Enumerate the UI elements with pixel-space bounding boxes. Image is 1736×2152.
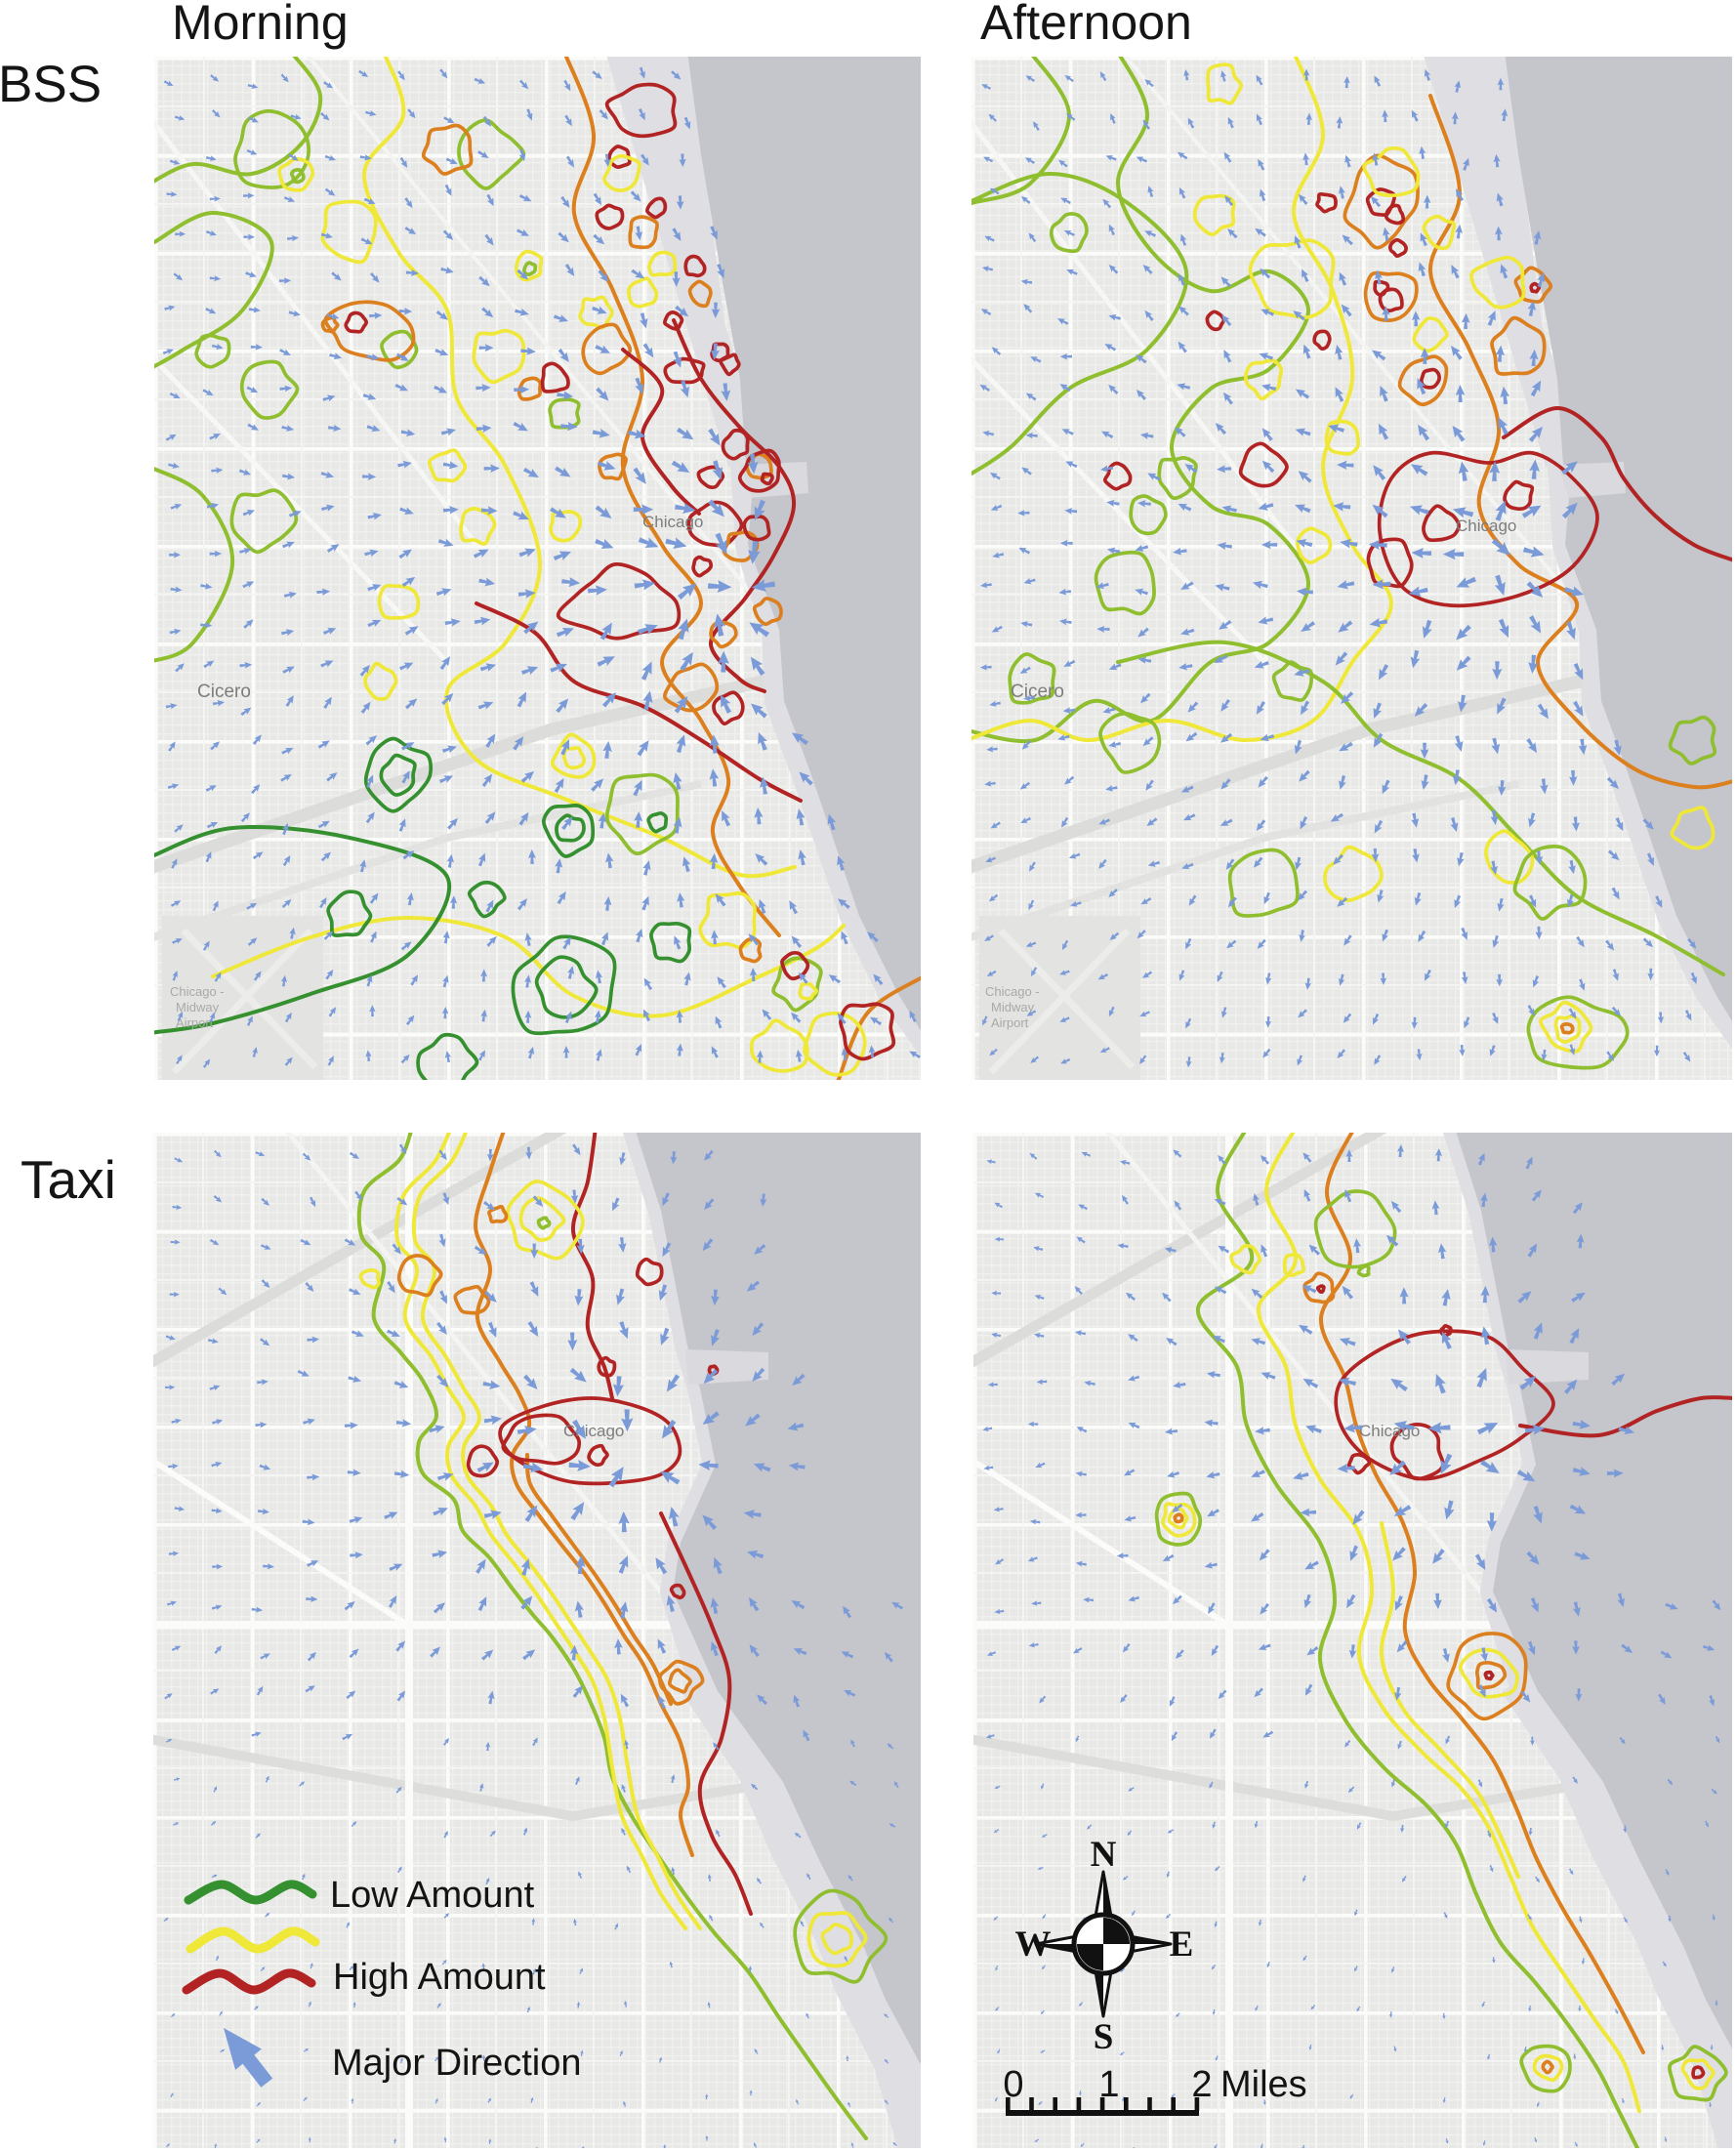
svg-text:Low Amount: Low Amount (330, 1875, 535, 1916)
svg-text:Midway: Midway (176, 1000, 220, 1014)
svg-text:Airport: Airport (991, 1015, 1029, 1030)
svg-text:Cicero: Cicero (1011, 682, 1064, 702)
svg-text:E: E (1170, 1924, 1194, 1965)
svg-text:Miles: Miles (1220, 2064, 1307, 2105)
svg-text:Midway: Midway (991, 1000, 1035, 1014)
svg-text:Major Direction: Major Direction (332, 2043, 582, 2084)
svg-text:S: S (1094, 2017, 1114, 2057)
svg-text:W: W (1015, 1924, 1052, 1965)
svg-text:Chicago: Chicago (563, 1422, 624, 1440)
svg-text:Airport: Airport (176, 1015, 214, 1030)
svg-text:N: N (1091, 1835, 1117, 1875)
svg-text:0: 0 (1003, 2064, 1023, 2105)
svg-text:Cicero: Cicero (197, 682, 251, 702)
svg-text:Chicago: Chicago (1359, 1422, 1420, 1440)
svg-text:Chicago -: Chicago - (985, 984, 1040, 999)
svg-text:Chicago: Chicago (1456, 517, 1516, 535)
svg-text:Chicago -: Chicago - (170, 984, 225, 999)
svg-text:1: 1 (1098, 2064, 1119, 2105)
svg-text:2: 2 (1191, 2064, 1212, 2105)
svg-text:High Amount: High Amount (333, 1957, 546, 1998)
svg-text:Chicago: Chicago (642, 513, 703, 531)
